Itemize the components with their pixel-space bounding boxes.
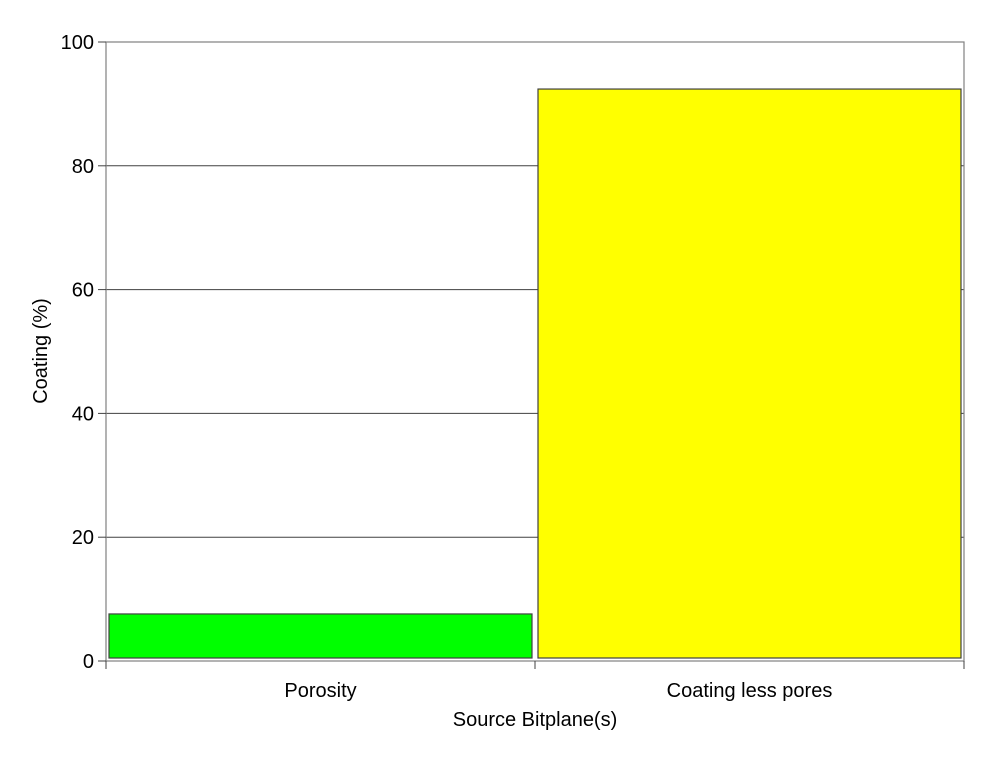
y-tick-label: 100 [61,32,94,54]
bar-coating-less-pores [537,88,962,659]
y-tick-label: 40 [72,403,94,425]
bar-porosity [108,613,533,659]
y-tick-label: 80 [72,156,94,178]
y-axis-ticks: 0 20 40 60 80 100 [61,32,106,673]
x-axis-ticks: Porosity Coating less pores [105,661,965,702]
y-axis-label: Coating (%) [30,298,52,404]
x-tick-label: Porosity [284,680,356,702]
y-tick-label: 0 [83,651,94,673]
y-tick-label: 60 [72,280,94,302]
bars [108,88,962,659]
x-tick-label: Coating less pores [667,680,833,702]
y-tick-label: 20 [72,527,94,549]
x-axis-label: Source Bitplane(s) [453,709,618,731]
